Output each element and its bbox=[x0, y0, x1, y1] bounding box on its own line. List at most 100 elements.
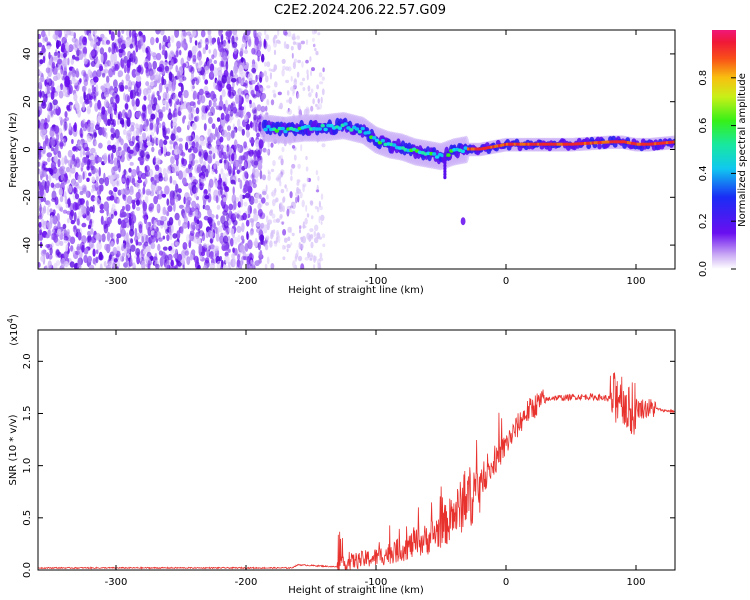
noise-speckle bbox=[87, 159, 90, 169]
noise-speckle bbox=[70, 245, 74, 252]
noise-speckle bbox=[173, 253, 178, 259]
noise-speckle bbox=[72, 146, 77, 152]
noise-speckle bbox=[158, 237, 163, 242]
noise-speckle bbox=[246, 35, 252, 45]
colorbar-axis: 0.0 0.2 0.4 0.6 0.8 bbox=[698, 70, 736, 277]
noise-speckle-sparse bbox=[318, 215, 321, 224]
noise-speckle-sparse bbox=[304, 217, 308, 225]
ridge-core-red bbox=[496, 144, 499, 148]
noise-speckle bbox=[157, 243, 161, 251]
ridge-core-red bbox=[482, 147, 485, 150]
noise-speckle-sparse bbox=[297, 59, 301, 64]
noise-speckle bbox=[86, 135, 93, 143]
spectrogram-xlabel: Height of straight line (km) bbox=[288, 285, 424, 296]
ridge-core-red bbox=[621, 140, 623, 144]
ridge-core-red bbox=[650, 142, 653, 146]
noise-speckle bbox=[124, 187, 130, 195]
ridge-core bbox=[354, 127, 360, 131]
noise-speckle-sparse bbox=[291, 232, 295, 237]
noise-speckle bbox=[169, 145, 173, 150]
noise-speckle-sparse bbox=[309, 56, 312, 62]
noise-speckle bbox=[178, 127, 182, 133]
noise-speckle-sparse bbox=[316, 206, 320, 213]
noise-speckle bbox=[42, 37, 46, 43]
noise-speckle bbox=[131, 169, 137, 177]
noise-speckle-sparse bbox=[282, 197, 285, 204]
noise-speckle bbox=[239, 244, 245, 253]
noise-speckle bbox=[109, 159, 114, 165]
noise-speckle-sparse bbox=[266, 194, 269, 200]
snr-plot-area bbox=[38, 372, 675, 570]
noise-speckle-sparse bbox=[272, 160, 276, 167]
noise-speckle bbox=[78, 36, 82, 46]
noise-speckle bbox=[99, 47, 105, 55]
ridge-core bbox=[320, 123, 325, 128]
noise-speckle-sparse bbox=[273, 49, 277, 56]
noise-speckle-sparse bbox=[270, 99, 275, 106]
snr-scale-base: (x10 bbox=[9, 323, 20, 346]
noise-speckle bbox=[244, 171, 248, 179]
noise-speckle bbox=[218, 43, 224, 53]
noise-speckle bbox=[113, 210, 118, 216]
noise-speckle bbox=[62, 209, 68, 214]
noise-speckle bbox=[39, 76, 45, 83]
noise-speckle-sparse bbox=[309, 252, 314, 261]
noise-speckle bbox=[107, 144, 113, 151]
noise-speckle bbox=[249, 230, 254, 236]
noise-speckle bbox=[39, 204, 42, 213]
y-tick-label: 40 bbox=[22, 48, 33, 61]
noise-speckle bbox=[81, 85, 86, 93]
ridge-core-red bbox=[671, 140, 674, 144]
noise-speckle bbox=[130, 244, 136, 252]
ridge-core-red bbox=[478, 147, 481, 151]
noise-speckle bbox=[213, 176, 217, 184]
noise-speckle bbox=[231, 194, 237, 204]
noise-speckle bbox=[85, 73, 89, 82]
noise-speckle bbox=[138, 136, 143, 143]
noise-speckle bbox=[192, 54, 197, 63]
noise-speckle bbox=[152, 55, 158, 60]
noise-speckle bbox=[56, 213, 60, 222]
noise-speckle-sparse bbox=[274, 242, 278, 247]
noise-speckle-sparse bbox=[281, 146, 285, 153]
noise-speckle-sparse bbox=[291, 163, 296, 169]
noise-speckle bbox=[172, 117, 177, 124]
noise-speckle bbox=[110, 133, 115, 141]
noise-speckle bbox=[71, 67, 76, 78]
noise-speckle bbox=[202, 47, 206, 55]
isolated-blob bbox=[460, 217, 466, 226]
noise-speckle bbox=[124, 93, 130, 103]
noise-speckle bbox=[120, 228, 126, 237]
noise-speckle bbox=[182, 177, 187, 185]
noise-speckle bbox=[245, 94, 250, 103]
noise-speckle bbox=[98, 142, 103, 149]
noise-speckle bbox=[243, 64, 249, 70]
noise-speckle bbox=[67, 57, 70, 66]
noise-speckle bbox=[221, 129, 228, 138]
noise-speckle bbox=[263, 224, 268, 234]
noise-speckle bbox=[238, 108, 245, 118]
noise-speckle bbox=[150, 36, 155, 46]
noise-speckle bbox=[77, 231, 82, 241]
noise-speckle bbox=[122, 221, 127, 229]
noise-speckle bbox=[113, 249, 118, 255]
noise-speckle bbox=[246, 231, 249, 240]
noise-speckle bbox=[167, 35, 171, 43]
noise-speckle-sparse bbox=[300, 237, 304, 243]
noise-speckle bbox=[132, 202, 136, 210]
noise-speckle bbox=[65, 231, 70, 236]
noise-speckle bbox=[175, 196, 179, 203]
noise-speckle bbox=[162, 78, 167, 85]
ridge-core-red bbox=[566, 142, 569, 146]
noise-speckle bbox=[166, 211, 170, 217]
noise-speckle bbox=[259, 249, 263, 259]
noise-speckle bbox=[138, 173, 142, 178]
noise-speckle bbox=[256, 149, 261, 159]
noise-speckle-sparse bbox=[306, 213, 310, 218]
ridge-core-red bbox=[613, 140, 616, 144]
noise-speckle bbox=[129, 127, 133, 132]
ridge-core-red bbox=[545, 142, 547, 146]
noise-speckle bbox=[203, 112, 207, 121]
noise-speckle-sparse bbox=[306, 177, 309, 183]
noise-speckle bbox=[215, 138, 222, 147]
